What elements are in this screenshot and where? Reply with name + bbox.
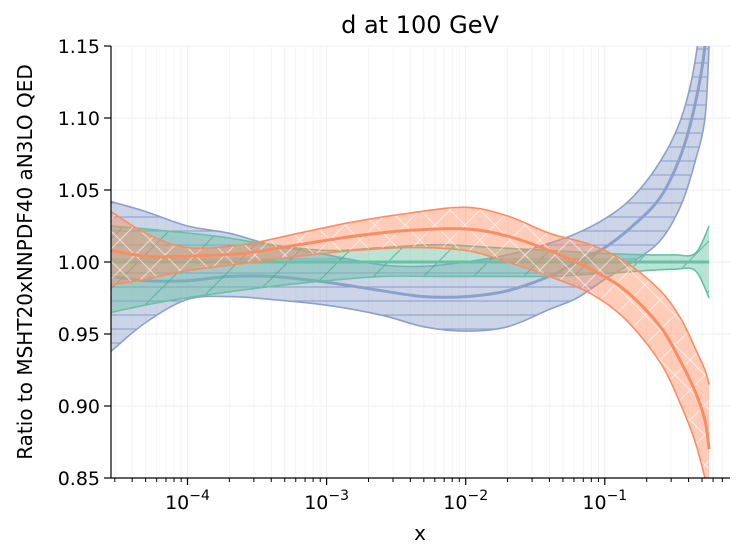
- y-axis-label: Ratio to MSHT20xNNPDF40 aN3LO QED: [13, 64, 37, 460]
- y-tick-label: 1.05: [58, 180, 100, 202]
- x-tick-label: 10−3: [304, 488, 349, 514]
- x-ticks: 10−4 10−3 10−2 10−1: [115, 478, 723, 514]
- ratio-chart: 0.850.900.951.001.051.101.15 10−4 10−3 10−…: [0, 0, 746, 560]
- y-ticks: 0.85 0.90 0.95 1.00 1.05 1.10 1.15: [58, 36, 111, 490]
- y-tick-label: 0.95: [58, 324, 100, 346]
- y-tick-label: 1.10: [58, 108, 100, 130]
- x-axis-label: x: [414, 521, 426, 545]
- chart-title: d at 100 GeV: [341, 11, 499, 39]
- y-tick-label: 0.85: [58, 468, 100, 490]
- x-tick-label: 10−2: [443, 488, 488, 514]
- y-tick-label: 0.90: [58, 396, 100, 418]
- x-tick-label: 10−4: [165, 488, 210, 514]
- x-tick-label: 10−1: [582, 488, 627, 514]
- y-tick-label: 1.15: [58, 36, 100, 58]
- y-tick-label: 1.00: [58, 252, 100, 274]
